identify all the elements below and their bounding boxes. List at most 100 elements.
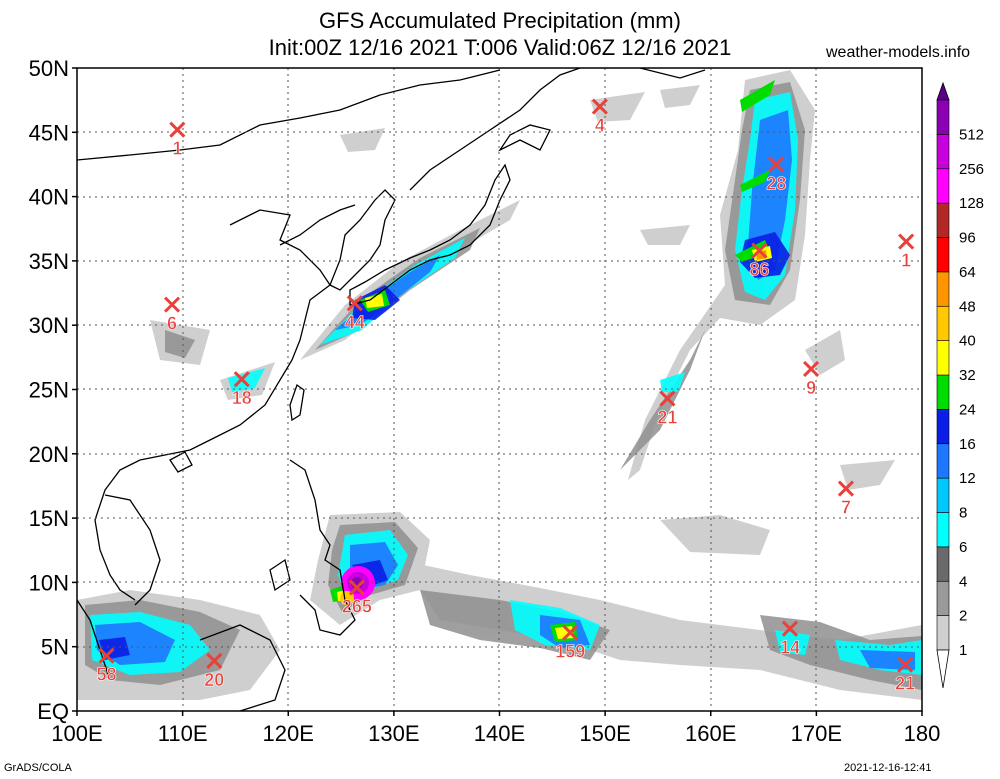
lon-label: 120E: [263, 721, 314, 746]
max-marker: 20: [204, 652, 225, 690]
lat-label: 5N: [41, 635, 69, 660]
colorbar-label: 512: [959, 126, 984, 143]
marker-value: 14: [780, 638, 800, 658]
lon-label: 180: [904, 721, 941, 746]
lon-label: 160E: [685, 721, 736, 746]
colorbar-label: 4: [959, 573, 967, 590]
max-marker: 1: [169, 121, 186, 159]
marker-cross: [98, 647, 115, 664]
lat-label: 45N: [29, 120, 69, 145]
colorbar-label: 16: [959, 436, 976, 453]
colorbar-cell: [936, 546, 950, 582]
colorbar-cell: [936, 580, 950, 616]
marker-cross: [562, 624, 579, 641]
chart-title: GFS Accumulated Precipitation (mm): [319, 8, 681, 33]
colorbar-label: 8: [959, 505, 967, 522]
marker-value: 1: [901, 251, 911, 271]
lon-label: 170E: [791, 721, 842, 746]
max-marker: 44: [344, 295, 365, 333]
colorbar-label: 64: [959, 264, 976, 281]
marker-cross: [803, 360, 820, 377]
colorbar-label: 2: [959, 608, 967, 625]
colorbar-label: 12: [959, 470, 976, 487]
marker-value: 21: [657, 408, 677, 428]
marker-cross: [591, 98, 608, 115]
marker-cross: [837, 480, 855, 497]
marker-cross: [169, 121, 186, 138]
colorbar-cell: [936, 168, 950, 204]
colorbar-cell: [936, 443, 950, 479]
coastlines: [77, 68, 706, 711]
marker-cross: [768, 156, 785, 173]
max-marker: 21: [895, 656, 915, 694]
marker-cross: [348, 579, 365, 596]
colorbar-label: 40: [959, 333, 976, 350]
marker-value: 9: [806, 378, 816, 398]
colorbar-label: 1: [959, 642, 967, 659]
lon-label: 150E: [579, 721, 630, 746]
marker-cross: [659, 390, 676, 407]
colorbar-label: 128: [959, 195, 984, 212]
marker-cross: [164, 296, 181, 313]
marker-value: 1: [172, 139, 182, 159]
lon-label: 140E: [474, 721, 525, 746]
source-credit: weather-models.info: [826, 44, 971, 61]
max-marker: 1: [898, 233, 915, 271]
max-marker: 265: [342, 579, 372, 617]
lon-label: 130E: [368, 721, 419, 746]
footer-software: GrADS/COLA: [4, 762, 72, 774]
marker-cross: [233, 371, 250, 388]
max-marker: 159: [555, 624, 586, 662]
marker-cross: [781, 620, 799, 637]
lon-label: 110E: [158, 721, 208, 746]
colorbar-label: 256: [959, 161, 984, 178]
marker-value: 7: [841, 498, 851, 518]
chart-subtitle: Init:00Z 12/16 2021 T:006 Valid:06Z 12/1…: [268, 35, 732, 60]
grid: [77, 68, 922, 711]
marker-cross: [898, 233, 915, 250]
axis-labels: EQ 5N 10N 15N 20N 25N 30N 35N 40N 45N 50N 100E 110E 1…: [29, 56, 941, 746]
max-marker: 14: [780, 620, 800, 658]
colorbar-cell: [936, 512, 950, 548]
max-marker: 7: [837, 480, 855, 518]
marker-value: 86: [749, 260, 769, 280]
max-marker: 28: [766, 156, 787, 194]
lon-label: 100E: [51, 721, 102, 746]
lat-label: 50N: [29, 56, 69, 81]
max-marker: 21: [657, 390, 678, 428]
colorbar-cell: [936, 202, 950, 238]
colorbar-max-triangle: [936, 81, 950, 101]
colorbar-cell: [936, 477, 950, 513]
colorbar-cell: [936, 305, 950, 341]
colorbar-cell: [936, 340, 950, 376]
colorbar-label: 48: [959, 298, 976, 315]
max-marker: 18: [231, 371, 252, 409]
precip-layer: [77, 70, 922, 700]
marker-value: 58: [97, 665, 117, 685]
marker-value: 20: [204, 670, 224, 690]
footer-timestamp: 2021-12-16-12:41: [844, 762, 932, 774]
marker-value: 159: [555, 642, 585, 662]
lat-label: 35N: [29, 249, 69, 274]
colorbar-cell: [936, 615, 950, 651]
colorbar-cell: [936, 237, 950, 273]
marker-cross: [751, 242, 768, 259]
max-marker: 6: [164, 296, 181, 334]
marker-value: 18: [232, 388, 252, 408]
colorbar-label: 32: [959, 367, 976, 384]
colorbar-cell: [936, 409, 950, 445]
colorbar-cell: [936, 134, 950, 170]
lat-label: EQ: [37, 699, 69, 724]
lat-label: 25N: [29, 378, 69, 403]
lat-label: 15N: [29, 506, 69, 531]
marker-value: 4: [595, 116, 605, 136]
marker-cross: [346, 295, 363, 312]
marker-value: 265: [342, 597, 372, 617]
colorbar-label: 24: [959, 401, 976, 418]
max-marker: 86: [749, 242, 770, 280]
max-marker: 58: [96, 647, 117, 685]
marker-value: 21: [895, 674, 915, 694]
marker-cross: [897, 656, 914, 673]
